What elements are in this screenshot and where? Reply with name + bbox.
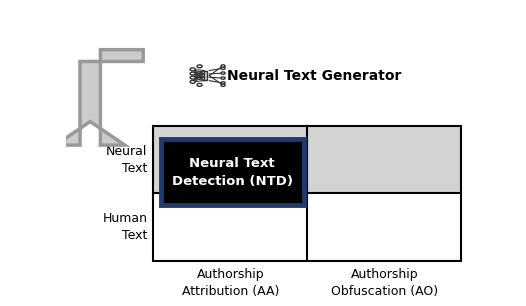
Text: Authorship
Obfuscation (AO): Authorship Obfuscation (AO) [331, 268, 438, 298]
Circle shape [221, 82, 225, 84]
Circle shape [221, 67, 225, 69]
Bar [154, 126, 307, 193]
Text: Neural Text Generator: Neural Text Generator [227, 69, 401, 83]
Bar [307, 126, 461, 193]
Polygon shape [56, 50, 143, 145]
Circle shape [190, 68, 195, 71]
Circle shape [190, 80, 195, 83]
Text: Human
Text: Human Text [102, 212, 147, 242]
Bar [154, 126, 461, 260]
Bar [204, 71, 207, 80]
Circle shape [190, 76, 195, 79]
Circle shape [221, 65, 225, 67]
Bar [154, 193, 307, 260]
Bar [161, 139, 304, 205]
Circle shape [221, 84, 225, 86]
Text: Authorship
Attribution (AA): Authorship Attribution (AA) [181, 268, 279, 298]
Circle shape [221, 72, 225, 74]
Circle shape [190, 72, 195, 75]
Text: Neural
Text: Neural Text [106, 145, 147, 175]
Bar [307, 193, 461, 260]
Circle shape [197, 84, 202, 86]
Circle shape [221, 77, 225, 79]
Circle shape [197, 65, 202, 68]
Text: Neural Text
Detection (NTD): Neural Text Detection (NTD) [171, 157, 292, 188]
